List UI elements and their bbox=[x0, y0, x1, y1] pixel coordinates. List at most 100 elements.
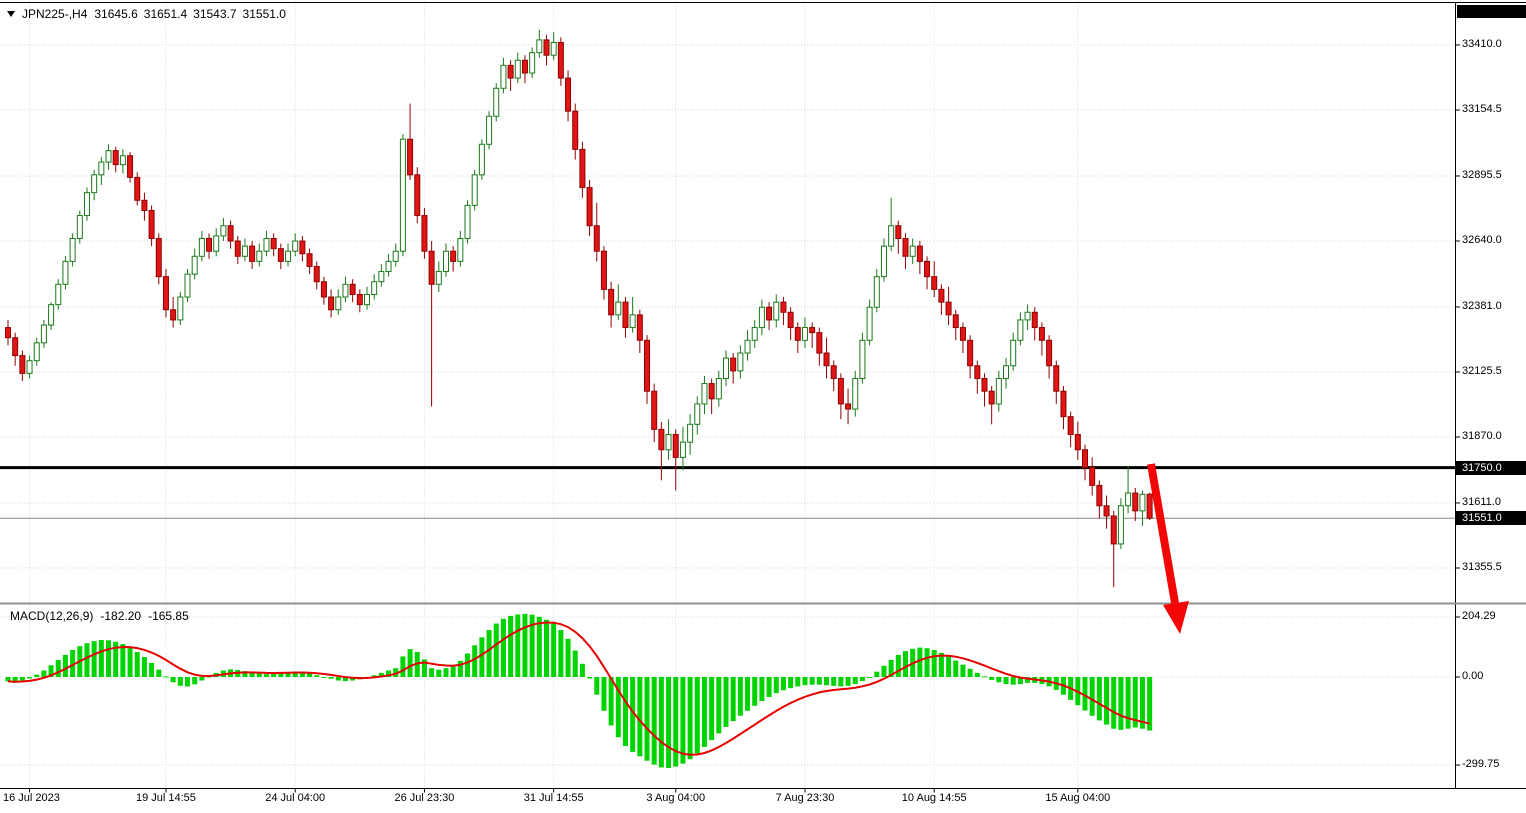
macd-bar bbox=[120, 644, 126, 677]
macd-bar bbox=[572, 650, 578, 677]
candle bbox=[579, 148, 586, 189]
candle bbox=[1067, 416, 1074, 435]
candle bbox=[787, 311, 794, 329]
time-axis-label: 7 Aug 23:30 bbox=[775, 792, 835, 804]
macd-bar bbox=[522, 613, 528, 677]
candle bbox=[69, 237, 76, 262]
macd-bar bbox=[307, 673, 313, 677]
candle bbox=[1103, 505, 1110, 517]
candle bbox=[435, 271, 442, 285]
candle bbox=[730, 357, 737, 372]
macd-indicator-name: MACD(12,26,9) bbox=[10, 609, 94, 623]
macd-bar bbox=[156, 669, 162, 677]
macd-bar bbox=[989, 677, 995, 680]
candle bbox=[134, 176, 141, 201]
macd-bar bbox=[457, 660, 463, 677]
candle bbox=[852, 377, 859, 410]
candle bbox=[586, 187, 593, 227]
macd-bar bbox=[1096, 677, 1102, 721]
time-axis[interactable]: 16 Jul 2023 19 Jul 14:55 24 Jul 04:00 26 Ju… bbox=[0, 789, 1526, 813]
macd-bar bbox=[493, 623, 499, 677]
candle bbox=[672, 433, 679, 458]
candle bbox=[328, 296, 335, 311]
macd-bar bbox=[271, 673, 277, 677]
candle bbox=[902, 237, 909, 257]
candle bbox=[227, 225, 234, 242]
candle bbox=[206, 237, 213, 252]
candle bbox=[1082, 449, 1088, 469]
candle bbox=[766, 306, 773, 321]
macd-bar bbox=[529, 614, 535, 677]
macd-bar bbox=[888, 659, 894, 677]
macd-bar bbox=[701, 677, 707, 747]
macd-bar bbox=[838, 677, 844, 687]
candle bbox=[40, 324, 47, 344]
candle bbox=[457, 237, 464, 262]
macd-axis-label: 204.29 bbox=[1462, 610, 1496, 622]
macd-bar bbox=[5, 677, 11, 682]
macd-bar bbox=[1104, 677, 1110, 725]
grid-layer bbox=[0, 2, 1455, 789]
candle bbox=[285, 250, 292, 262]
candle bbox=[471, 174, 478, 206]
candle bbox=[651, 390, 658, 430]
macd-bar bbox=[163, 676, 169, 678]
macd-bar bbox=[429, 668, 435, 677]
macd-bar bbox=[960, 664, 966, 677]
macd-bar bbox=[938, 652, 944, 677]
macd-bar bbox=[845, 677, 851, 686]
candle bbox=[845, 403, 852, 410]
chart-title: JPN225-,H4 31645.6 31651.4 31543.7 31551… bbox=[7, 7, 286, 21]
macd-bar bbox=[515, 614, 521, 677]
macd-bar bbox=[1132, 677, 1138, 728]
candle bbox=[270, 237, 277, 250]
macd-bar bbox=[41, 670, 47, 677]
macd-bar bbox=[874, 671, 880, 677]
ohlc-open: 31645.6 bbox=[94, 7, 138, 21]
macd-bar bbox=[314, 675, 320, 677]
candle bbox=[76, 215, 83, 239]
candle bbox=[794, 327, 801, 341]
candle bbox=[306, 253, 313, 267]
candle bbox=[392, 250, 399, 262]
macd-bar bbox=[407, 649, 413, 677]
down-arrow-annotation[interactable] bbox=[1147, 463, 1189, 634]
candle bbox=[349, 283, 356, 295]
candle bbox=[1017, 319, 1024, 341]
candle bbox=[723, 357, 729, 379]
candle bbox=[364, 293, 370, 306]
price-axis[interactable]: 31750.0 31551.0 33410.0 33154.5 32895.5 326… bbox=[1456, 0, 1526, 788]
macd-bar bbox=[285, 672, 291, 677]
candle bbox=[636, 314, 643, 341]
candle bbox=[557, 41, 564, 79]
candle bbox=[493, 87, 500, 117]
candle bbox=[665, 433, 672, 451]
macd-bar bbox=[48, 665, 54, 677]
candle bbox=[26, 360, 33, 374]
macd-axis-label: -299.75 bbox=[1462, 758, 1500, 771]
macd-bar bbox=[335, 677, 341, 681]
candle bbox=[5, 327, 11, 339]
candle bbox=[486, 115, 493, 145]
candle bbox=[83, 192, 90, 217]
candle bbox=[773, 301, 780, 321]
candle bbox=[751, 327, 758, 341]
candle bbox=[521, 59, 528, 74]
candle bbox=[263, 237, 270, 252]
candle bbox=[148, 209, 155, 239]
candle bbox=[241, 245, 248, 257]
candle bbox=[959, 327, 966, 341]
macd-signal-line bbox=[7, 621, 1150, 756]
candle bbox=[859, 339, 866, 379]
macd-bar bbox=[745, 677, 751, 711]
macd-bar bbox=[149, 662, 155, 677]
price-axis-label: 32640.0 bbox=[1462, 234, 1502, 246]
candle bbox=[335, 296, 342, 311]
chart-symbol-icon[interactable] bbox=[7, 11, 15, 17]
candle bbox=[1074, 433, 1081, 451]
candle bbox=[399, 138, 406, 252]
candle bbox=[1125, 492, 1132, 507]
macd-bar bbox=[903, 651, 908, 677]
time-axis-label: 24 Jul 04:00 bbox=[265, 792, 326, 804]
